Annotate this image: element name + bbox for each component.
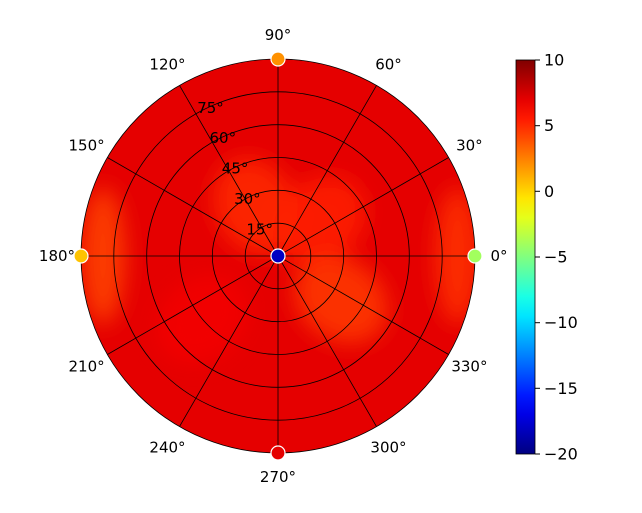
marker-270deg xyxy=(270,445,286,461)
colorbar-ticks: 10 5 0 −5 −10 −15 −20 xyxy=(535,51,578,464)
marker-center xyxy=(270,248,286,264)
angle-gridline-30 xyxy=(277,157,449,257)
angle-gridline-150 xyxy=(107,157,279,257)
angle-gridline-210 xyxy=(107,255,279,355)
angle-tick-label-210: 210° xyxy=(69,358,105,376)
angle-tick-label-60: 60° xyxy=(375,56,402,74)
colorbar-tick-label-3: −5 xyxy=(544,248,568,267)
angle-gridline-300 xyxy=(277,255,377,427)
marker-0deg xyxy=(467,248,483,264)
angle-tick-label-30: 30° xyxy=(456,137,483,155)
angle-gridline-120 xyxy=(179,85,279,257)
angle-gridline-330 xyxy=(277,255,449,355)
polar-plot-area: 0° 30° 60° 90° 120° 150° 180° 210° 240° 270° 300° 3… xyxy=(39,26,508,486)
angle-tick-label-300: 300° xyxy=(370,438,406,456)
colorbar-tick-label-2: 0 xyxy=(544,182,554,201)
angle-tick-label-120: 120° xyxy=(149,56,185,74)
radial-tick-label-60: 60° xyxy=(210,129,237,147)
radial-tick-label-15: 15° xyxy=(246,221,273,239)
data-markers xyxy=(73,51,483,461)
colorbar-tick-label-0: 10 xyxy=(544,51,564,70)
colorbar-tick-label-1: 5 xyxy=(544,116,554,135)
angle-tick-label-180: 180° xyxy=(39,247,75,265)
radial-tick-label-45: 45° xyxy=(222,160,249,178)
colorbar-gradient xyxy=(515,59,536,455)
radial-tick-label-30: 30° xyxy=(234,190,261,208)
radial-tick-label-75: 75° xyxy=(197,99,224,117)
angle-tick-label-330: 330° xyxy=(451,358,487,376)
heat-region-4 xyxy=(293,256,388,344)
angle-gridline-240 xyxy=(179,255,279,427)
marker-90deg xyxy=(270,51,286,67)
angle-tick-label-0: 0° xyxy=(490,247,507,265)
angle-tick-label-270: 270° xyxy=(260,468,296,486)
angle-tick-label-150: 150° xyxy=(69,137,105,155)
radial-tick-labels: 15° 30° 45° 60° 75° xyxy=(197,99,273,239)
angle-tick-labels: 0° 30° 60° 90° 120° 150° 180° 210° 240° 270° 300° 3… xyxy=(39,26,508,486)
colorbar: 10 5 0 −5 −10 −15 −20 xyxy=(515,51,578,464)
colorbar-tick-label-6: −20 xyxy=(544,445,578,464)
marker-180deg xyxy=(73,248,89,264)
angle-gridline-60 xyxy=(277,85,377,257)
angle-tick-label-240: 240° xyxy=(149,438,185,456)
heat-region-3 xyxy=(273,176,367,266)
colorbar-tick-label-4: −10 xyxy=(544,313,578,332)
colorbar-tick-label-5: −15 xyxy=(544,379,578,398)
angle-tick-label-90: 90° xyxy=(265,26,292,44)
